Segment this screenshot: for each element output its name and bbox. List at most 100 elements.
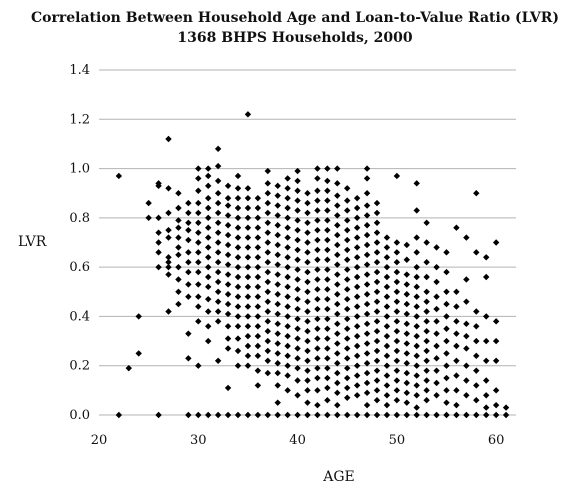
data-point — [334, 389, 341, 397]
data-point — [254, 263, 262, 271]
data-point — [393, 347, 401, 355]
data-point — [274, 251, 281, 259]
y-tick-label: 0.2 — [69, 359, 90, 374]
data-point — [353, 244, 361, 251]
data-point — [373, 328, 381, 335]
data-point — [393, 367, 401, 374]
data-point — [463, 377, 470, 384]
data-point — [473, 190, 480, 197]
data-point — [244, 204, 252, 212]
data-point — [274, 202, 281, 209]
data-point — [224, 384, 232, 392]
data-point — [244, 323, 252, 330]
data-point — [205, 254, 212, 261]
data-point — [175, 190, 182, 197]
data-point — [224, 194, 232, 202]
data-point — [254, 382, 262, 389]
data-point — [254, 411, 262, 419]
data-point — [214, 229, 222, 236]
data-point — [383, 263, 391, 271]
data-point — [274, 369, 281, 377]
data-point — [363, 330, 371, 337]
data-point — [214, 259, 222, 266]
data-point — [264, 239, 271, 246]
data-point — [195, 199, 202, 207]
data-point — [363, 411, 371, 419]
data-point — [304, 377, 311, 384]
data-point — [453, 411, 460, 419]
data-point — [363, 251, 371, 259]
x-tick-labels: 20 30 40 50 60 — [91, 433, 505, 448]
data-point — [473, 411, 480, 419]
data-point — [155, 249, 162, 256]
data-point — [294, 276, 301, 283]
data-point — [393, 278, 401, 286]
data-point — [274, 320, 281, 328]
data-point — [284, 372, 291, 379]
data-point — [373, 249, 381, 256]
data-point — [344, 217, 351, 224]
data-point — [145, 199, 152, 207]
data-point — [324, 197, 331, 204]
data-point — [483, 254, 490, 261]
data-point — [383, 392, 391, 399]
data-point — [403, 291, 410, 298]
data-point — [353, 293, 361, 300]
data-point — [433, 293, 440, 300]
data-point — [294, 187, 301, 194]
data-point — [185, 330, 192, 337]
data-point — [334, 340, 341, 347]
data-point — [473, 352, 480, 360]
data-point — [175, 224, 182, 231]
data-point — [234, 194, 242, 202]
data-point — [353, 323, 361, 330]
data-point — [224, 271, 232, 278]
data-point — [463, 332, 470, 340]
data-point — [363, 165, 371, 172]
data-point — [264, 190, 271, 197]
data-point — [393, 298, 401, 305]
data-point — [205, 182, 212, 190]
data-point — [115, 411, 123, 419]
data-point — [284, 283, 291, 291]
data-point — [334, 369, 341, 377]
data-point — [502, 404, 510, 411]
data-point — [324, 177, 331, 185]
data-point — [284, 332, 291, 340]
data-point — [433, 367, 440, 374]
y-tick-label: 0.0 — [69, 408, 90, 423]
data-point — [393, 239, 401, 246]
data-point — [324, 276, 331, 283]
data-point — [453, 342, 460, 350]
data-point — [353, 313, 361, 320]
y-tick-label: 1.0 — [69, 162, 90, 177]
data-point — [433, 355, 440, 362]
data-point — [324, 187, 331, 194]
data-point — [334, 241, 341, 249]
data-point — [224, 323, 232, 330]
data-point — [284, 234, 291, 241]
data-point — [314, 165, 321, 172]
data-point — [284, 362, 291, 369]
data-point — [274, 241, 281, 249]
data-point — [453, 303, 460, 310]
data-point — [363, 369, 371, 377]
data-point — [324, 305, 331, 313]
data-point — [433, 278, 440, 286]
data-point — [363, 222, 371, 229]
data-point — [185, 259, 192, 266]
data-point — [175, 288, 182, 295]
data-point — [403, 389, 410, 397]
data-point — [244, 234, 252, 241]
data-point — [165, 185, 172, 192]
data-point — [304, 357, 311, 364]
data-point — [175, 300, 182, 308]
data-point — [214, 177, 222, 185]
data-point — [274, 212, 281, 219]
data-point — [234, 214, 242, 222]
data-point — [214, 318, 222, 325]
data-point — [334, 212, 341, 219]
data-point — [294, 392, 301, 399]
data-point — [254, 352, 262, 360]
data-point — [334, 222, 341, 229]
